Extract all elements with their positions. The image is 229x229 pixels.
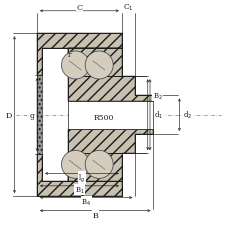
Text: R500: R500 bbox=[93, 113, 113, 121]
Circle shape bbox=[85, 52, 113, 80]
Circle shape bbox=[61, 52, 89, 80]
Polygon shape bbox=[37, 76, 42, 155]
Polygon shape bbox=[67, 49, 121, 77]
Circle shape bbox=[85, 151, 113, 179]
Polygon shape bbox=[67, 129, 153, 182]
Text: C$_1$: C$_1$ bbox=[123, 3, 133, 13]
Text: B$_1$: B$_1$ bbox=[74, 185, 84, 195]
Text: l$_g$: l$_g$ bbox=[78, 172, 85, 184]
Text: C: C bbox=[76, 4, 82, 12]
Polygon shape bbox=[67, 49, 153, 101]
Text: r: r bbox=[68, 50, 71, 58]
Bar bbox=[67, 101, 153, 129]
Text: B$_4$: B$_4$ bbox=[81, 197, 91, 207]
Text: B: B bbox=[92, 211, 98, 219]
Text: g: g bbox=[30, 111, 34, 119]
Polygon shape bbox=[37, 34, 121, 76]
Polygon shape bbox=[37, 155, 121, 196]
Text: D: D bbox=[6, 111, 12, 119]
Text: B$_2$: B$_2$ bbox=[152, 91, 162, 101]
Text: d$_2$: d$_2$ bbox=[183, 110, 192, 121]
Circle shape bbox=[61, 151, 89, 179]
Polygon shape bbox=[67, 153, 121, 182]
Text: d$_1$: d$_1$ bbox=[153, 110, 163, 121]
